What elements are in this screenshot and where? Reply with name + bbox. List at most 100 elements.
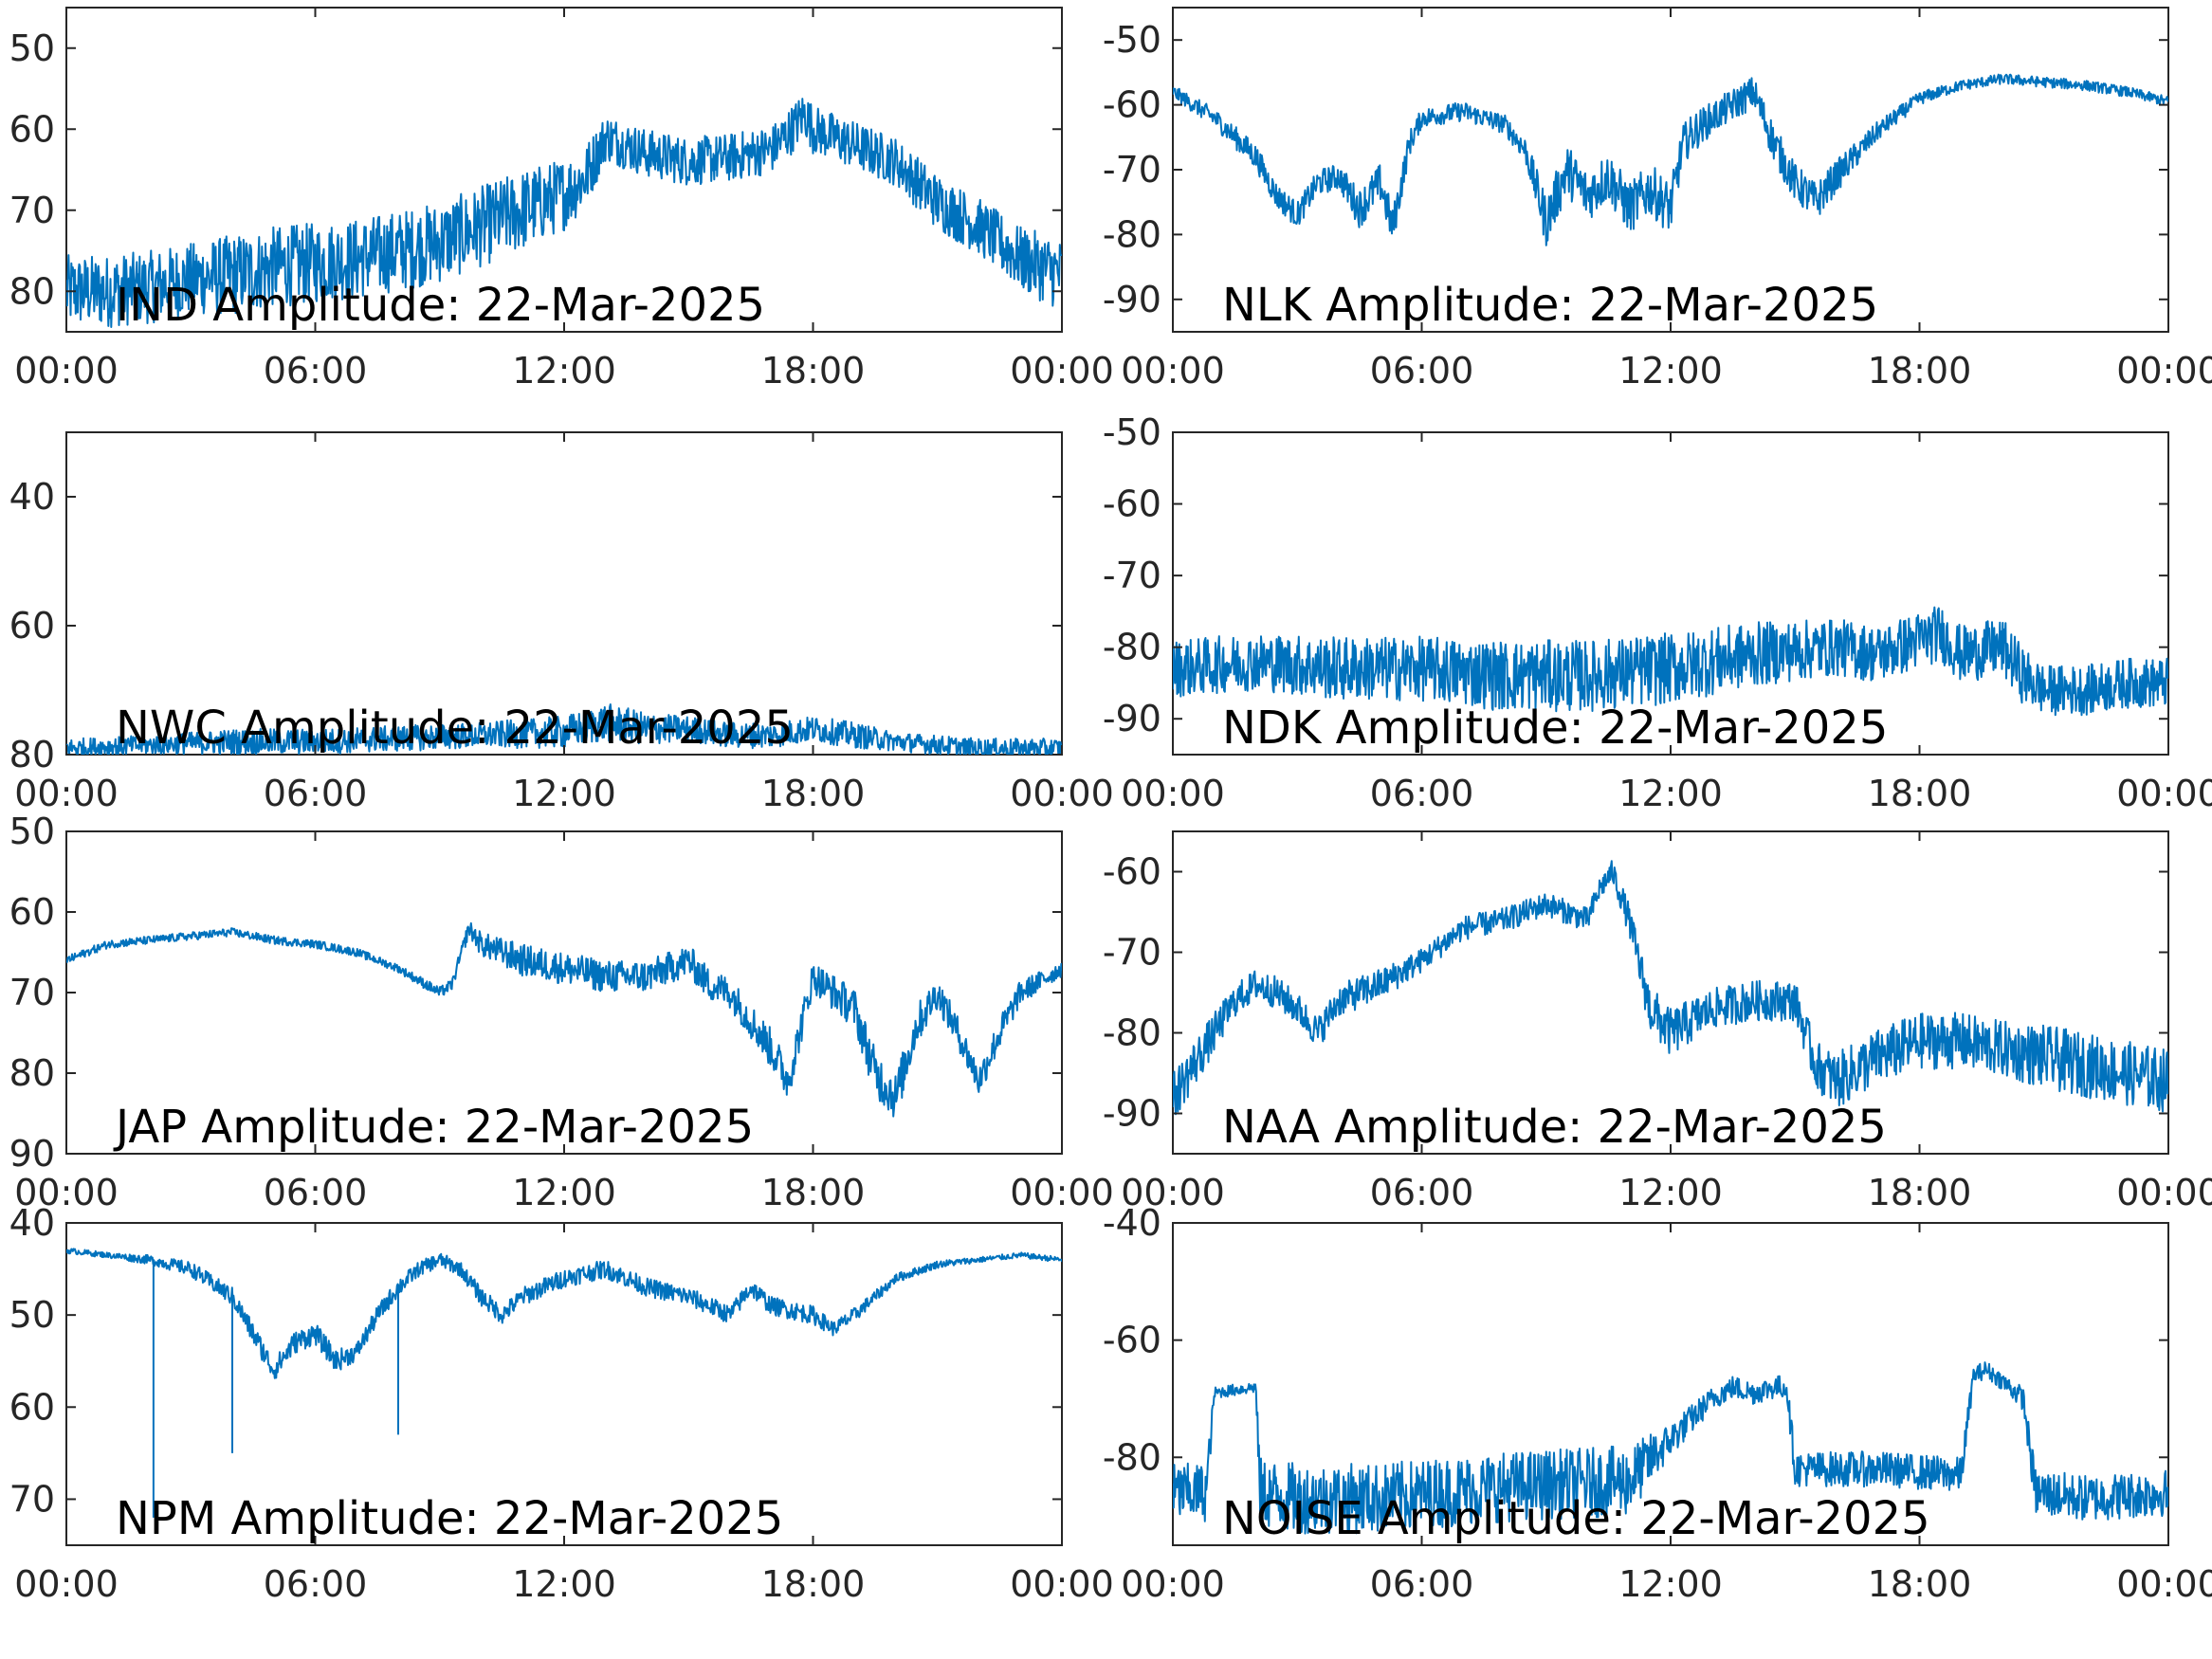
chart-panel-jap: 00:00 06:00 12:00 18:00 00:00 50 60 70 80 90 JAP A… xyxy=(9,811,1114,1213)
panel-title: IND Amplitude: 22-Mar-2025 xyxy=(116,279,765,332)
y-tick-label: -90 xyxy=(1103,698,1161,739)
y-tick-label: -80 xyxy=(1103,1436,1161,1478)
x-tick-label: 12:00 xyxy=(512,1563,616,1605)
x-tick-label: 00:00 xyxy=(2116,1172,2212,1213)
panel-title: NOISE Amplitude: 22-Mar-2025 xyxy=(1222,1492,1930,1545)
x-tick-label: 00:00 xyxy=(1010,773,1114,814)
x-tick-label: 00:00 xyxy=(2116,773,2212,814)
x-tick-label: 12:00 xyxy=(512,773,616,814)
axes-box xyxy=(1172,7,2169,333)
x-tick-label: 12:00 xyxy=(1618,773,1723,814)
y-tick-label: -50 xyxy=(1103,19,1161,61)
y-tick-label: -80 xyxy=(1103,627,1161,668)
series-line xyxy=(66,1248,1062,1379)
y-tick-label: 60 xyxy=(9,108,55,150)
y-tick-label: 70 xyxy=(9,972,55,1013)
y-tick-label: -40 xyxy=(1103,1202,1161,1244)
y-tick-label: -70 xyxy=(1103,555,1161,596)
x-tick-label: 00:00 xyxy=(2116,1563,2212,1605)
x-tick-label: 18:00 xyxy=(761,773,866,814)
x-tick-label: 00:00 xyxy=(14,1563,119,1605)
x-tick-label: 00:00 xyxy=(14,350,119,392)
x-tick-label: 00:00 xyxy=(1010,1172,1114,1213)
x-tick-label: 00:00 xyxy=(1121,1172,1225,1213)
x-tick-label: 12:00 xyxy=(1618,350,1723,392)
y-tick-label: 70 xyxy=(9,190,55,231)
y-tick-label: 90 xyxy=(9,1133,55,1175)
series-line xyxy=(66,921,1062,1118)
x-tick-label: 06:00 xyxy=(1370,1172,1474,1213)
x-tick-label: 00:00 xyxy=(1121,350,1225,392)
series-line xyxy=(1173,606,2168,717)
x-tick-label: 06:00 xyxy=(264,1563,368,1605)
x-tick-label: 12:00 xyxy=(512,1172,616,1213)
series-line xyxy=(1173,73,2168,246)
panel-title: NWC Amplitude: 22-Mar-2025 xyxy=(116,702,794,755)
y-tick-label: 50 xyxy=(9,1294,55,1336)
axes-box xyxy=(1172,830,2169,1155)
y-tick-label: 80 xyxy=(9,734,55,775)
chart-panel-npm: 00:00 06:00 12:00 18:00 00:00 40 50 60 70 NPM Amp… xyxy=(9,1202,1114,1605)
y-tick-label: -70 xyxy=(1103,149,1161,191)
y-tick-label: -90 xyxy=(1103,279,1161,320)
y-tick-label: 50 xyxy=(9,811,55,852)
chart-panel-ind: 00:00 06:00 12:00 18:00 00:00 50 60 70 80 IND Amp… xyxy=(9,7,1114,392)
x-tick-label: 18:00 xyxy=(1868,1172,1972,1213)
x-tick-label: 00:00 xyxy=(14,773,119,814)
y-tick-label: 60 xyxy=(9,1386,55,1428)
x-tick-label: 00:00 xyxy=(1121,1563,1225,1605)
chart-panel-nlk: 00:00 06:00 12:00 18:00 00:00 -50 -60 -70 -80 -90… xyxy=(1103,7,2212,392)
x-tick-label: 00:00 xyxy=(2116,350,2212,392)
x-tick-label: 12:00 xyxy=(1618,1172,1723,1213)
y-tick-label: 80 xyxy=(9,1052,55,1094)
x-tick-label: 06:00 xyxy=(264,1172,368,1213)
y-tick-label: 60 xyxy=(9,891,55,933)
x-tick-label: 18:00 xyxy=(1868,350,1972,392)
y-tick-label: -50 xyxy=(1103,411,1161,453)
x-tick-label: 12:00 xyxy=(512,350,616,392)
x-tick-label: 18:00 xyxy=(1868,1563,1972,1605)
x-tick-label: 00:00 xyxy=(1010,350,1114,392)
panel-title: NAA Amplitude: 22-Mar-2025 xyxy=(1222,1101,1887,1154)
x-tick-label: 00:00 xyxy=(1121,773,1225,814)
y-tick-label: 50 xyxy=(9,27,55,69)
chart-panel-ndk: 00:00 06:00 12:00 18:00 00:00 -50 -60 -70 -80 -90… xyxy=(1103,411,2212,814)
y-tick-label: 70 xyxy=(9,1478,55,1520)
y-tick-label: 40 xyxy=(9,476,55,518)
y-tick-label: 80 xyxy=(9,270,55,312)
panel-title: NLK Amplitude: 22-Mar-2025 xyxy=(1222,279,1878,332)
y-tick-label: -60 xyxy=(1103,483,1161,525)
x-tick-label: 00:00 xyxy=(1010,1563,1114,1605)
series-line xyxy=(66,703,1062,755)
chart-panel-naa: 00:00 06:00 12:00 18:00 00:00 -60 -70 -80 -90 NAA… xyxy=(1103,830,2212,1213)
y-tick-label: -70 xyxy=(1103,932,1161,974)
x-tick-label: 06:00 xyxy=(1370,350,1474,392)
y-tick-label: -60 xyxy=(1103,1320,1161,1361)
y-tick-label: -60 xyxy=(1103,851,1161,893)
axes-box xyxy=(65,431,1063,756)
x-tick-label: 18:00 xyxy=(761,1563,866,1605)
x-tick-label: 06:00 xyxy=(264,350,368,392)
y-tick-label: -90 xyxy=(1103,1093,1161,1135)
y-tick-label: -80 xyxy=(1103,1012,1161,1054)
y-tick-label: 60 xyxy=(9,605,55,647)
chart-panel-noise: 00:00 06:00 12:00 18:00 00:00 -40 -60 -80 NOISE … xyxy=(1103,1202,2212,1605)
x-tick-label: 18:00 xyxy=(1868,773,1972,814)
y-tick-label: 40 xyxy=(9,1202,55,1244)
panel-title: NDK Amplitude: 22-Mar-2025 xyxy=(1222,702,1888,755)
series-line xyxy=(66,98,1062,328)
x-tick-label: 18:00 xyxy=(761,350,866,392)
x-tick-label: 18:00 xyxy=(761,1172,866,1213)
x-tick-label: 06:00 xyxy=(264,773,368,814)
x-tick-label: 12:00 xyxy=(1618,1563,1723,1605)
x-tick-label: 06:00 xyxy=(1370,1563,1474,1605)
series-line xyxy=(1173,860,2168,1116)
x-tick-label: 06:00 xyxy=(1370,773,1474,814)
panel-title: JAP Amplitude: 22-Mar-2025 xyxy=(113,1101,754,1154)
chart-panel-nwc: 00:00 06:00 12:00 18:00 00:00 40 60 80 NWC Ampli… xyxy=(9,431,1114,814)
y-tick-label: -80 xyxy=(1103,213,1161,255)
y-tick-label: -60 xyxy=(1103,84,1161,126)
series-line xyxy=(1173,1361,2168,1535)
panel-title: NPM Amplitude: 22-Mar-2025 xyxy=(116,1492,783,1545)
